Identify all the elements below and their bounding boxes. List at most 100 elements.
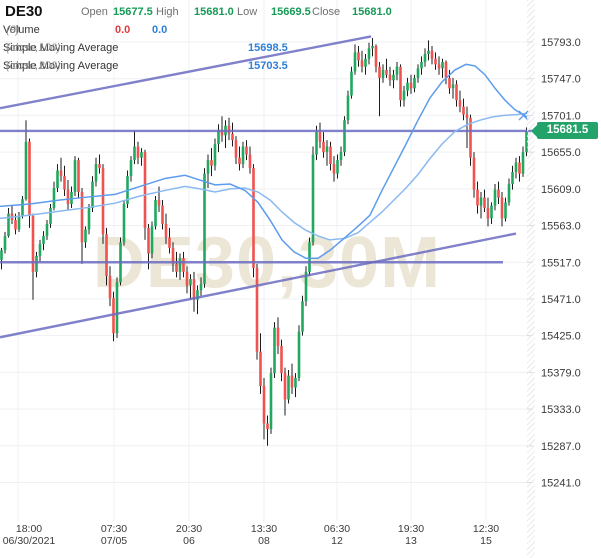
candle-body xyxy=(294,377,297,388)
candle-body xyxy=(192,279,196,300)
candle-body xyxy=(21,199,24,216)
price-axis-label: 15793.0 xyxy=(541,37,581,49)
candle-body xyxy=(497,189,500,198)
candle-body xyxy=(84,229,87,243)
open-label: Open xyxy=(81,6,108,18)
candle-body xyxy=(311,154,315,243)
candle-body xyxy=(3,235,7,251)
candle-body xyxy=(434,58,437,65)
candle-body xyxy=(504,202,507,219)
time-axis-label: 06:30 xyxy=(324,523,350,535)
candle-body xyxy=(133,146,136,161)
candle-body xyxy=(262,385,266,424)
candle-body xyxy=(490,205,493,219)
candle-body xyxy=(171,247,175,264)
sma100-indicator-name[interactable]: Simple Moving Average (close,100) xyxy=(3,42,119,54)
candle-body xyxy=(178,258,182,272)
candle-body xyxy=(112,298,115,334)
candle-body xyxy=(66,189,70,204)
trendline xyxy=(0,232,517,339)
candle-body xyxy=(448,77,451,89)
volume-indicator-name[interactable]: Volume (9) xyxy=(3,24,40,36)
candle-body xyxy=(301,301,304,332)
candle-body xyxy=(266,423,269,430)
candle-body xyxy=(122,203,126,243)
candle-body xyxy=(136,146,140,158)
candle-body xyxy=(52,188,56,208)
candle-body xyxy=(472,157,476,190)
candle-body xyxy=(378,66,381,78)
price-axis-label: 15379.0 xyxy=(541,367,581,379)
candle-body xyxy=(283,373,287,400)
candle-body xyxy=(465,114,469,118)
close-value: 15681.0 xyxy=(352,6,392,18)
candle-body xyxy=(255,267,259,352)
candle-body xyxy=(367,48,371,59)
price-axis-label: 15425.0 xyxy=(541,331,581,343)
sma100-line xyxy=(0,63,528,260)
candle-body xyxy=(381,69,385,78)
candle-body xyxy=(94,164,98,182)
time-axis-label: 12:30 xyxy=(473,523,499,535)
candle-body xyxy=(56,170,59,189)
candle-body xyxy=(357,52,360,61)
high-label: High xyxy=(156,6,179,18)
candle-body xyxy=(101,168,105,235)
candle-body xyxy=(80,192,84,243)
candle-body xyxy=(231,133,234,141)
candle-body xyxy=(479,197,483,206)
sma200-indicator-name[interactable]: Simple Moving Average (close,200) xyxy=(3,60,119,72)
time-axis-date: 13 xyxy=(405,535,417,547)
candle-body xyxy=(406,82,409,91)
candle-body xyxy=(245,146,248,155)
candle-body xyxy=(77,160,80,193)
candle-body xyxy=(437,64,441,69)
candle-body xyxy=(416,68,420,78)
time-axis-date: 07/05 xyxy=(101,535,127,547)
candle-body xyxy=(189,279,192,286)
open-value: 15677.5 xyxy=(113,6,153,18)
candle-body xyxy=(392,74,395,81)
price-axis-label: 15241.0 xyxy=(541,478,581,490)
close-label: Close xyxy=(312,6,341,18)
candle-body xyxy=(469,117,472,158)
candle-body xyxy=(364,58,367,67)
candle-body xyxy=(147,227,150,254)
candle-body xyxy=(430,50,434,59)
candle-body xyxy=(217,130,220,145)
candle-body xyxy=(140,152,143,158)
candle-body xyxy=(511,172,514,185)
candle-body xyxy=(143,152,147,228)
candle-body xyxy=(196,290,199,300)
candle-body xyxy=(385,69,388,75)
candle-body xyxy=(343,120,346,153)
trendline xyxy=(0,35,372,110)
time-axis-label: 18:00 xyxy=(16,523,42,535)
candle-body xyxy=(108,275,112,299)
candle-body xyxy=(42,235,45,244)
candle-body xyxy=(273,327,276,374)
candle-body xyxy=(521,152,525,174)
time-axis-date: 06/30/2021 xyxy=(3,535,56,547)
candle-body xyxy=(350,71,353,96)
candle-body xyxy=(353,52,357,72)
candle-body xyxy=(444,61,448,78)
candle-body xyxy=(220,130,224,136)
candle-body xyxy=(203,173,206,284)
candle-body xyxy=(374,45,378,67)
candle-body xyxy=(371,45,374,49)
price-axis-label: 15747.0 xyxy=(541,74,581,86)
low-label: Low xyxy=(237,6,258,18)
candle-body xyxy=(413,77,416,89)
candle-body xyxy=(238,157,241,165)
candle-body xyxy=(287,375,290,400)
candle-body xyxy=(276,327,280,347)
candle-body xyxy=(395,66,399,75)
candle-body xyxy=(150,226,154,254)
candle-body xyxy=(402,90,406,101)
candle-body xyxy=(329,146,332,165)
sma200-value: 15703.5 xyxy=(248,60,288,72)
candle-body xyxy=(0,250,3,260)
candle-body xyxy=(514,162,518,173)
